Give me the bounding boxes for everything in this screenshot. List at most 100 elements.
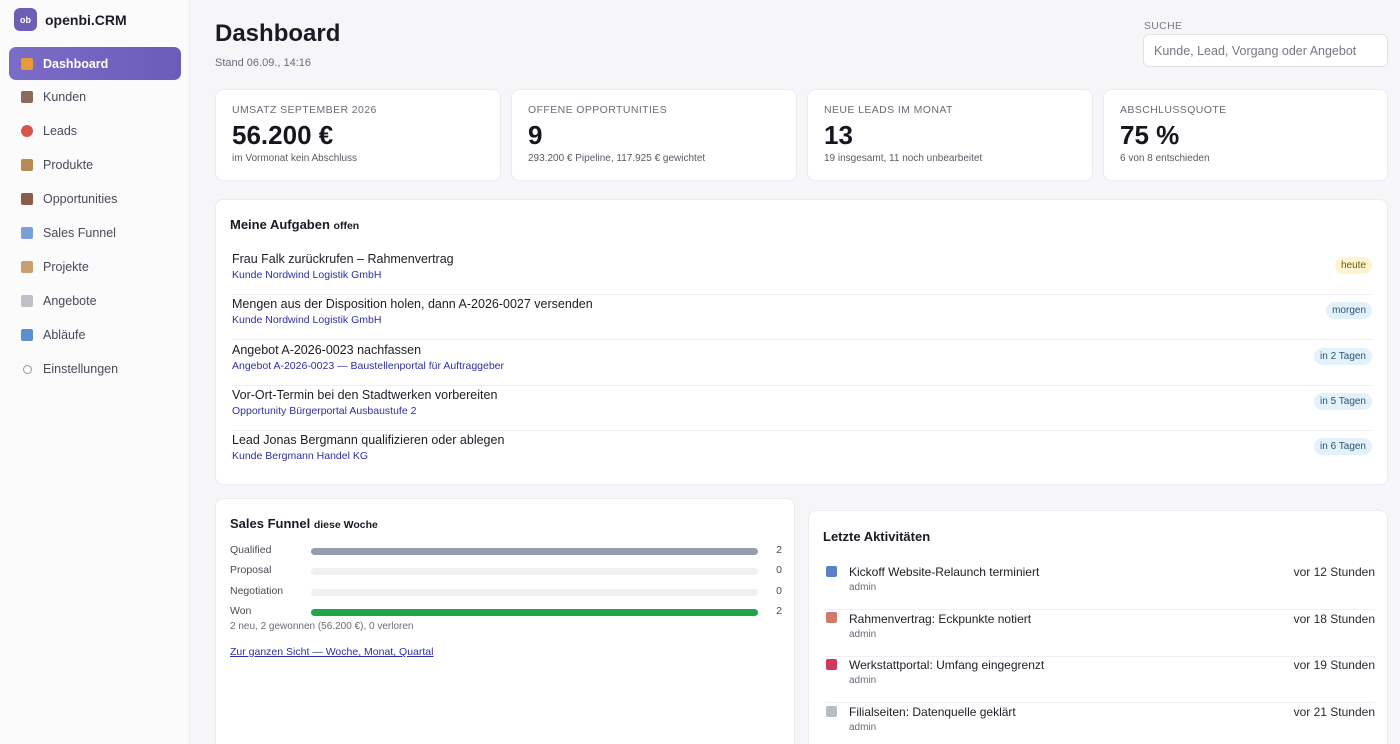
- task-related-link[interactable]: Angebot A-2026-0023 — Baustellenportal f…: [232, 359, 505, 372]
- kpi-card: UMSATZ SEPTEMBER 2026 56.200 € im Vormonat…: [215, 89, 501, 181]
- activity-time: vor 19 Stunden: [1293, 658, 1375, 673]
- sidebar-item-opportunities[interactable]: Opportunities: [9, 182, 181, 216]
- funnel-full-view-link[interactable]: Zur ganzen Sicht — Woche, Monat, Quartal: [230, 646, 434, 658]
- page-title: Dashboard: [215, 20, 341, 47]
- funnel-bar-track: [311, 608, 758, 616]
- sidebar-item-leads[interactable]: Leads: [9, 114, 181, 148]
- funnel-stage-count: 0: [776, 564, 782, 577]
- task-row[interactable]: Frau Falk zurückrufen – Rahmenvertrag Kun…: [232, 250, 1372, 295]
- funnel-title: Sales Funnel diese Woche: [230, 516, 378, 531]
- chart-icon: [20, 57, 34, 71]
- search-input[interactable]: [1143, 34, 1388, 67]
- sidebar: ob openbi.CRM Dashboard Kunden Leads Produk…: [0, 0, 190, 744]
- funnel-title-suffix: diese Woche: [313, 519, 378, 531]
- task-related-link[interactable]: Opportunity Bürgerportal Ausbaustufe 2: [232, 404, 417, 417]
- mail-icon: [825, 705, 837, 717]
- brand[interactable]: ob openbi.CRM: [14, 8, 127, 31]
- kpi-label: OFFENE OPPORTUNITIES: [528, 104, 668, 116]
- task-related-link[interactable]: Kunde Bergmann Handel KG: [232, 450, 369, 463]
- activity-item[interactable]: Werkstattportal: Umfang eingegrenzt admin…: [825, 656, 1375, 704]
- task-related-link[interactable]: Kunde Nordwind Logistik GmbH: [232, 314, 382, 327]
- activity-item[interactable]: Rahmenvertrag: Eckpunkte notiert admin vor…: [825, 610, 1375, 657]
- tasks-title-suffix: offen: [333, 220, 360, 232]
- users-icon: [20, 90, 34, 104]
- sidebar-item-dashboard[interactable]: Dashboard: [9, 47, 181, 80]
- kpi-card: NEUE LEADS IM MONAT 13 19 insgesamt, 11 no…: [807, 89, 1093, 181]
- kpi-note: im Vormonat kein Abschluss: [232, 153, 358, 164]
- funnel-card: Sales Funnel diese Woche Qualified 2 Propo…: [215, 498, 795, 744]
- activity-title: Werkstattportal: Umfang eingegrenzt: [849, 658, 1045, 673]
- tasks-card: Meine Aufgaben offen Frau Falk zurückruf…: [215, 199, 1388, 485]
- funnel-stage-label: Qualified: [230, 544, 272, 556]
- sidebar-item-label: Produkte: [43, 158, 94, 172]
- search-label: SUCHE: [1144, 20, 1183, 32]
- sidebar-item-sales-funnel[interactable]: Sales Funnel: [9, 216, 181, 250]
- funnel-summary: 2 neu, 2 gewonnen (56.200 €), 0 verloren: [230, 621, 414, 632]
- funnel-stage-proposal: Proposal 0: [230, 564, 782, 578]
- box-icon: [20, 158, 34, 172]
- sidebar-item-label: Projekte: [43, 260, 89, 274]
- task-row[interactable]: Mengen aus der Disposition holen, dann A…: [232, 295, 1372, 341]
- sidebar-item-label: Dashboard: [43, 56, 109, 71]
- brand-logo: ob: [14, 8, 37, 31]
- due-badge: morgen: [1326, 302, 1372, 320]
- sidebar-item-projekte[interactable]: Projekte: [9, 250, 181, 284]
- funnel-stage-qualified: Qualified 2: [230, 544, 782, 558]
- sidebar-item-produkte[interactable]: Produkte: [9, 148, 181, 182]
- funnel-stage-label: Proposal: [230, 564, 272, 577]
- activity-user: admin: [849, 582, 877, 593]
- funnel-stage-won: Won 2: [230, 605, 782, 619]
- sidebar-item-einstellungen[interactable]: Einstellungen: [9, 352, 181, 386]
- kpi-label: NEUE LEADS IM MONAT: [824, 104, 953, 116]
- funnel-bar-track: [311, 568, 758, 576]
- activity-title: Rahmenvertrag: Eckpunkte notiert: [849, 611, 1032, 626]
- funnel-bar: [311, 548, 758, 555]
- activity-title: Filialseiten: Datenquelle geklärt: [849, 705, 1016, 720]
- funnel-stage-label: Negotiation: [230, 584, 284, 597]
- due-badge: in 2 Tagen: [1314, 347, 1372, 365]
- task-row[interactable]: Vor-Ort-Termin bei den Stadtwerken vorbe…: [232, 386, 1372, 431]
- kpi-note: 293.200 € Pipeline, 117.925 € gewichtet: [528, 153, 706, 164]
- kpi-card: ABSCHLUSSQUOTE 75 % 6 von 8 entschieden: [1103, 89, 1388, 181]
- sidebar-item-label: Opportunities: [43, 192, 118, 206]
- task-row[interactable]: Angebot A-2026-0023 nachfassen Angebot A-…: [232, 341, 1372, 386]
- task-related-link[interactable]: Kunde Nordwind Logistik GmbH: [232, 269, 382, 281]
- kpi-value: 56.200 €: [232, 120, 334, 150]
- kpi-card: OFFENE OPPORTUNITIES 9 293.200 € Pipeline,…: [511, 89, 797, 181]
- activity-time: vor 18 Stunden: [1293, 611, 1375, 626]
- activity-item[interactable]: Filialseiten: Datenquelle geklärt admin vo…: [825, 703, 1375, 744]
- kpi-note: 19 insgesamt, 11 noch unbearbeitet: [824, 153, 983, 164]
- task-row[interactable]: Lead Jonas Bergmann qualifizieren oder a…: [232, 431, 1372, 476]
- activity-user: admin: [849, 675, 877, 687]
- sidebar-item-abl-ufe[interactable]: Abläufe: [9, 318, 181, 352]
- funnel-bar-track: [311, 588, 758, 596]
- calendar-icon: [825, 565, 837, 577]
- activity-time: vor 21 Stunden: [1293, 705, 1375, 720]
- page-subtitle: Stand 06.09., 14:16: [215, 57, 312, 69]
- briefcase-icon: [20, 192, 34, 206]
- memo-icon: [825, 612, 837, 624]
- funnel-stage-count: 0: [776, 584, 782, 597]
- funnel-stage-label: Won: [230, 604, 252, 617]
- due-badge: in 5 Tagen: [1314, 392, 1372, 410]
- clipboard-icon: [20, 260, 34, 274]
- sidebar-item-kunden[interactable]: Kunden: [9, 80, 181, 114]
- sidebar-nav: Dashboard Kunden Leads Produkte Opportunitie…: [9, 47, 181, 386]
- funnel-stage-count: 2: [776, 604, 782, 617]
- activities-title: Letzte Aktivitäten: [823, 529, 931, 544]
- activity-title: Kickoff Website-Relaunch terminiert: [849, 565, 1040, 579]
- activity-user: admin: [849, 628, 877, 640]
- kpi-note: 6 von 8 entschieden: [1120, 153, 1210, 164]
- task-title: Mengen aus der Disposition holen, dann A…: [232, 297, 593, 312]
- target-icon: [20, 124, 34, 138]
- task-title: Frau Falk zurückrufen – Rahmenvertrag: [232, 252, 454, 266]
- activity-item[interactable]: Kickoff Website-Relaunch terminiert admin…: [825, 563, 1375, 610]
- kpi-value: 13: [824, 120, 853, 150]
- funnel-stage-negotiation: Negotiation 0: [230, 585, 782, 599]
- sidebar-item-label: Leads: [43, 124, 78, 138]
- sidebar-item-label: Sales Funnel: [43, 226, 116, 240]
- kpi-value: 75 %: [1120, 120, 1180, 150]
- sidebar-item-label: Einstellungen: [43, 362, 119, 376]
- due-badge: heute: [1334, 257, 1372, 274]
- sidebar-item-angebote[interactable]: Angebote: [9, 284, 181, 318]
